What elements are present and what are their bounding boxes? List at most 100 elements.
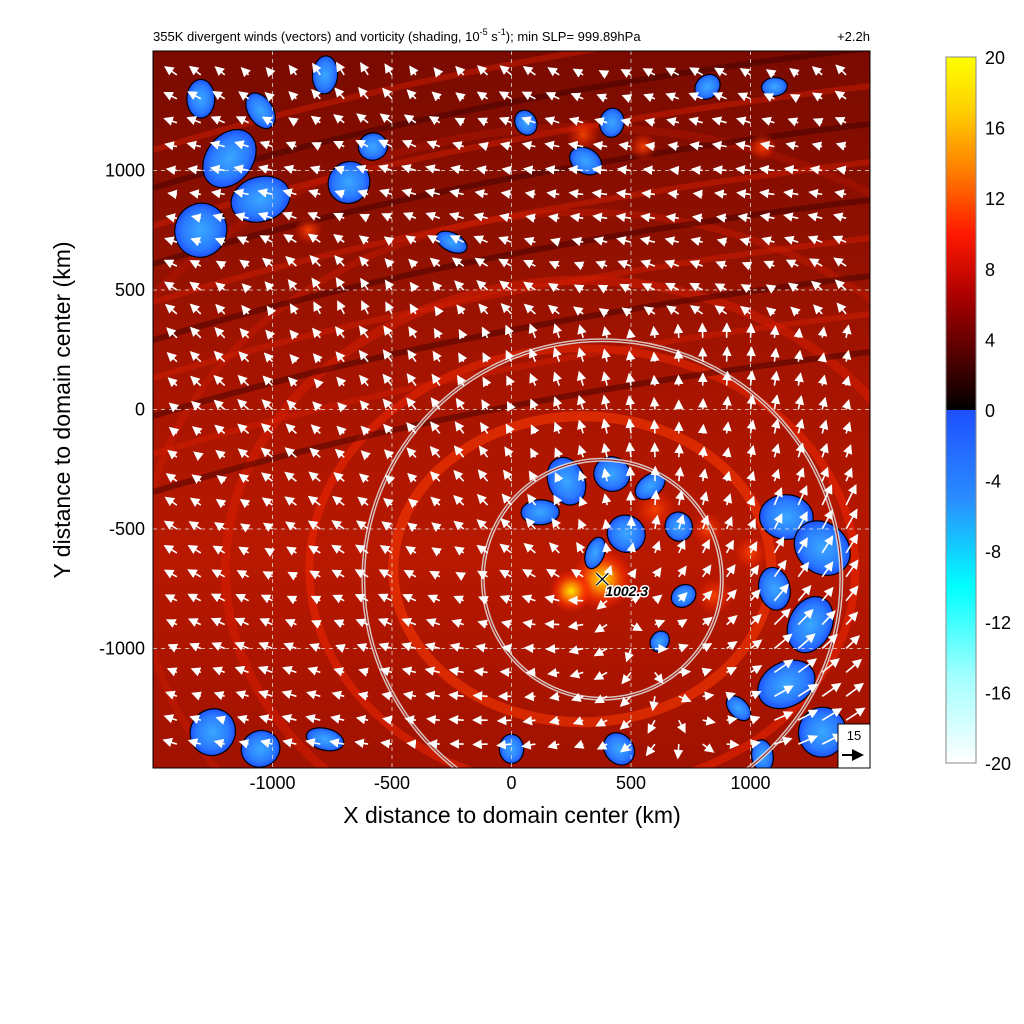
wind-vector [167,449,178,460]
wind-vector [573,261,585,271]
wind-vector [455,92,466,102]
wind-vector [354,738,369,749]
wind-vector [567,620,584,631]
wind-vector [817,352,827,363]
wind-vector [750,639,763,650]
wind-vector [406,739,417,749]
wind-vector [241,304,252,316]
wind-vector [477,619,488,629]
wind-vector [821,561,834,578]
wind-vector [164,236,178,246]
wind-vector [601,348,611,362]
wind-vector [787,282,799,293]
wind-vector [621,94,633,104]
wind-vector [355,714,369,725]
wind-vector [548,283,560,293]
wind-vector [215,498,227,509]
wind-vector [282,738,297,748]
wind-vector [572,716,584,726]
wind-vector [552,347,562,362]
wind-vector [625,418,635,434]
wind-vector [190,237,202,247]
wind-vector [688,116,703,126]
wind-vector [213,350,226,363]
wind-vector [215,260,227,270]
wind-vector [289,329,300,341]
wind-vector [382,87,393,100]
wind-vector [525,517,536,530]
wind-vector [329,738,345,748]
wind-vector [763,93,775,102]
wind-vector [545,92,560,101]
wind-vector [309,643,321,653]
wind-vector [726,589,737,602]
vorticity-band [153,208,870,768]
wind-vector [449,235,465,244]
wind-vector [783,188,799,199]
colorbar-tick-label: -16 [985,683,1011,703]
wind-vector [773,536,785,554]
wind-vector [402,593,417,603]
wind-vector [259,618,273,627]
wind-vector [213,374,226,387]
wind-vector [504,446,514,458]
wind-vector [773,513,783,530]
wind-vector [357,496,369,507]
wind-vector [836,165,847,176]
wind-vector [430,421,441,434]
wind-vector [759,212,775,222]
wind-vector [553,494,563,506]
wind-vector [475,643,488,653]
wind-vector [233,164,249,174]
wind-vector [432,281,443,292]
wind-vector [595,260,608,270]
wind-vector [845,533,859,554]
vorticity-band [153,349,870,495]
wind-vector [402,690,417,701]
wind-vector [499,595,512,604]
x-tick-label: -1000 [249,773,295,793]
wind-vector [285,423,297,434]
wind-vector [258,641,273,651]
wind-vector [307,233,321,244]
wind-vector [797,511,808,530]
wind-vector [191,426,203,436]
wind-vector [477,469,489,482]
wind-vector [454,421,465,434]
wind-vector [384,63,394,76]
wind-vector [191,474,203,484]
wind-vector [165,473,178,483]
wind-vector [191,691,202,701]
wind-vector [355,618,369,628]
wind-vector [263,352,274,363]
wind-vector [166,352,178,363]
wind-vector [424,666,440,676]
wind-vector [355,164,369,174]
wind-vector [550,237,561,247]
wind-vector [482,352,492,363]
wind-vector [691,213,703,223]
wind-vector [162,737,178,748]
wind-vector [357,691,369,701]
wind-vector [578,470,588,482]
wind-vector [358,325,369,339]
wind-vector [379,545,393,555]
wind-vector [235,593,249,603]
wind-vector [333,619,345,629]
wind-vector [189,281,202,292]
wind-vector [409,65,419,76]
wind-vector [257,665,273,675]
wind-vector [716,237,728,247]
wind-vector [834,117,847,126]
wind-vector [749,589,761,602]
wind-vector [333,667,345,677]
wind-vector [233,188,249,198]
wind-vector [725,539,734,554]
wind-vector [448,715,464,725]
wind-vector [649,396,660,410]
wind-vector [473,235,488,245]
wind-vector [843,467,853,482]
wind-vector [214,237,226,247]
wind-vector [845,585,859,602]
wind-vector [723,516,733,530]
